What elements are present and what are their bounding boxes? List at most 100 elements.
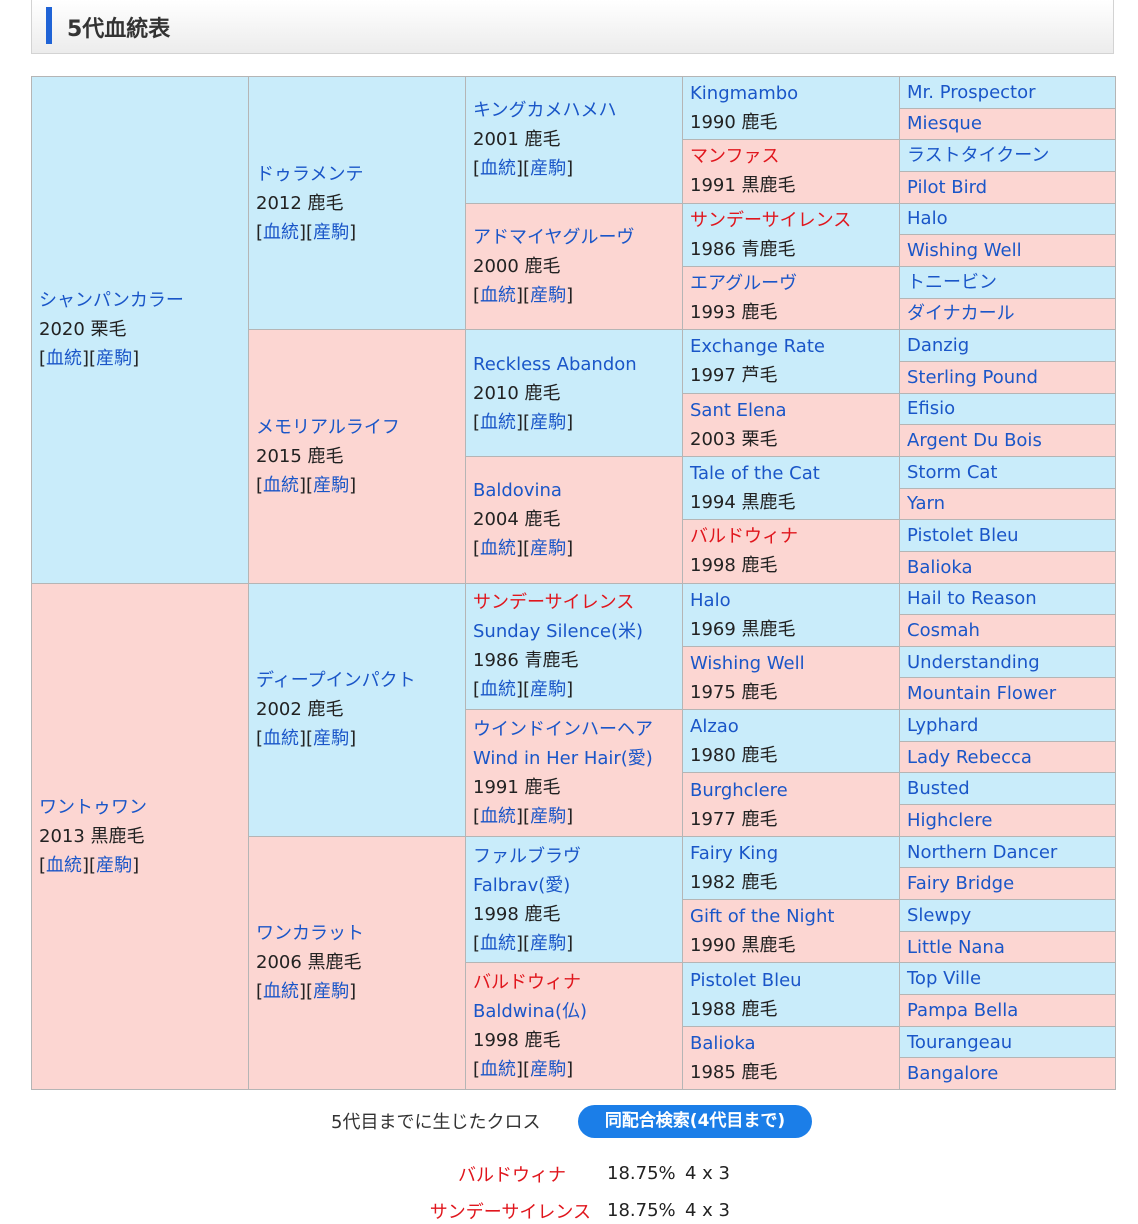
offspring-link[interactable]: 産駒 [313, 221, 350, 243]
horse-name-link[interactable]: シャンパンカラー [39, 290, 184, 312]
horse-name-link[interactable]: Little Nana [907, 936, 1005, 958]
horse-foreign-name-link[interactable]: Sunday Silence(米) [473, 621, 643, 643]
horse-name-link[interactable]: Storm Cat [907, 461, 998, 483]
horse-name-link[interactable]: Kingmambo [690, 83, 799, 105]
horse-name-link[interactable]: アドマイヤグルーヴ [473, 226, 635, 248]
horse-name-link[interactable]: ラストタイクーン [907, 145, 1050, 167]
offspring-link[interactable]: 産駒 [313, 981, 350, 1003]
horse-name-link[interactable]: Pilot Bird [907, 176, 988, 198]
horse-name-link[interactable]: Pistolet Bleu [907, 525, 1019, 547]
horse-name-link[interactable]: メモリアルライフ [256, 416, 400, 438]
offspring-link[interactable]: 産駒 [313, 728, 350, 750]
offspring-link[interactable]: 産駒 [313, 474, 350, 496]
offspring-link[interactable]: 産駒 [530, 538, 567, 560]
horse-name-link[interactable]: Argent Du Bois [907, 430, 1042, 452]
horse-name-link[interactable]: Bangalore [907, 1063, 999, 1085]
horse-name-link[interactable]: Tale of the Cat [690, 463, 820, 485]
horse-name-link[interactable]: Exchange Rate [690, 336, 825, 358]
horse-foreign-name-link[interactable]: Baldwina(仏) [473, 1001, 588, 1023]
horse-name-link[interactable]: Hail to Reason [907, 588, 1037, 610]
horse-name-link[interactable]: Lyphard [907, 714, 979, 736]
horse-name-link[interactable]: Reckless Abandon [473, 353, 637, 375]
offspring-link[interactable]: 産駒 [530, 805, 567, 827]
horse-name-link[interactable]: マンファス [690, 146, 780, 168]
horse-name-link[interactable]: Yarn [907, 493, 946, 515]
horse-name-link[interactable]: Pampa Bella [907, 999, 1019, 1021]
horse-name-link[interactable]: Gift of the Night [690, 906, 835, 928]
horse-name-link[interactable]: キングカメハメハ [473, 100, 617, 122]
horse-name-link[interactable]: ダイナカール [907, 303, 1015, 325]
offspring-link[interactable]: 産駒 [530, 1059, 567, 1081]
horse-name-link[interactable]: Miesque [907, 113, 982, 135]
horse-name-link[interactable]: Sant Elena [690, 399, 787, 421]
horse-name-link[interactable]: Fairy Bridge [907, 873, 1015, 895]
pedigree-link[interactable]: 血統 [480, 1059, 517, 1081]
pedigree-link[interactable]: 血統 [46, 854, 83, 876]
horse-name-link[interactable]: Northern Dancer [907, 841, 1058, 863]
horse-name-link[interactable]: Tourangeau [907, 1031, 1013, 1053]
horse-name-link[interactable]: バルドウィナ [473, 972, 581, 994]
horse-name-link[interactable]: Halo [690, 589, 731, 611]
cross-row: バルドウィナ [380, 1161, 566, 1187]
pedigree-link[interactable]: 血統 [480, 679, 517, 701]
horse-name-link[interactable]: バルドウィナ [690, 526, 798, 548]
offspring-link[interactable]: 産駒 [530, 679, 567, 701]
horse-name-link[interactable]: Balioka [690, 1032, 756, 1054]
horse-name-link[interactable]: トニービン [907, 271, 997, 293]
horse-foreign-name-link[interactable]: Wind in Her Hair(愛) [473, 747, 653, 769]
offspring-link[interactable]: 産駒 [530, 932, 567, 954]
pedigree-link[interactable]: 血統 [480, 805, 517, 827]
pedigree-link[interactable]: 血統 [263, 728, 300, 750]
horse-name-link[interactable]: ワントゥワン [39, 796, 147, 818]
horse-name-link[interactable]: Lady Rebecca [907, 746, 1032, 768]
horse-name-link[interactable]: Busted [907, 778, 970, 800]
horse-name-link[interactable]: Sterling Pound [907, 366, 1038, 388]
cross-horse-link[interactable]: サンデーサイレンス [429, 1202, 591, 1223]
offspring-link[interactable]: 産駒 [530, 158, 567, 180]
pedigree-link[interactable]: 血統 [480, 411, 517, 433]
horse-name-link[interactable]: Halo [907, 208, 948, 230]
horse-name-link[interactable]: Pistolet Bleu [690, 969, 802, 991]
horse-name-link[interactable]: Cosmah [907, 619, 980, 641]
pedigree-link[interactable]: 血統 [46, 348, 83, 370]
horse-name-link[interactable]: Balioka [907, 556, 973, 578]
horse-name-link[interactable]: Mr. Prospector [907, 81, 1036, 103]
pedigree-link[interactable]: 血統 [480, 284, 517, 306]
pedigree-link[interactable]: 血統 [480, 158, 517, 180]
horse-name-link[interactable]: ドゥラメンテ [256, 163, 364, 185]
offspring-link[interactable]: 産駒 [96, 854, 133, 876]
horse-name-link[interactable]: Fairy King [690, 842, 779, 864]
horse-name-link[interactable]: Slewpy [907, 904, 972, 926]
horse-name-link[interactable]: ワンカラット [256, 923, 364, 945]
horse-name-link[interactable]: Wishing Well [690, 652, 805, 674]
pedigree-link[interactable]: 血統 [263, 474, 300, 496]
horse-name-link[interactable]: ウインドインハーヘア [473, 718, 653, 740]
offspring-link[interactable]: 産駒 [96, 348, 133, 370]
horse-name-link[interactable]: ファルブラヴ [473, 845, 581, 867]
horse-name-link[interactable]: エアグルーヴ [690, 273, 798, 295]
horse-name-link[interactable]: ディープインパクト [256, 670, 416, 692]
pedigree-link[interactable]: 血統 [263, 221, 300, 243]
horse-name-link[interactable]: Top Ville [907, 968, 982, 990]
pedigree-link[interactable]: 血統 [480, 932, 517, 954]
horse-name-link[interactable]: Danzig [907, 335, 970, 357]
horse-name-link[interactable]: Alzao [690, 716, 739, 738]
horse-name-link[interactable]: Baldovina [473, 480, 562, 502]
horse-name-link[interactable]: Wishing Well [907, 240, 1022, 262]
horse-name-link[interactable]: サンデーサイレンス [690, 209, 852, 231]
offspring-link[interactable]: 産駒 [530, 284, 567, 306]
pedigree-link[interactable]: 血統 [480, 538, 517, 560]
cross-horse-link[interactable]: バルドウィナ [458, 1165, 566, 1186]
offspring-link[interactable]: 産駒 [530, 411, 567, 433]
horse-name-link[interactable]: サンデーサイレンス [473, 592, 635, 614]
horse-name-link[interactable]: Burghclere [690, 779, 788, 801]
pedigree-link[interactable]: 血統 [263, 981, 300, 1003]
horse-name-link[interactable]: Efisio [907, 398, 956, 420]
same-mating-search-button[interactable]: 同配合検索(4代目まで) [578, 1105, 812, 1138]
pedigree-links: [血統][産駒] [473, 284, 574, 306]
pedigree-cell-gen4: Balioka 1985 鹿毛 [682, 1025, 900, 1091]
horse-name-link[interactable]: Highclere [907, 809, 993, 831]
horse-foreign-name-link[interactable]: Falbrav(愛) [473, 874, 571, 896]
horse-name-link[interactable]: Mountain Flower [907, 683, 1057, 705]
horse-name-link[interactable]: Understanding [907, 651, 1040, 673]
